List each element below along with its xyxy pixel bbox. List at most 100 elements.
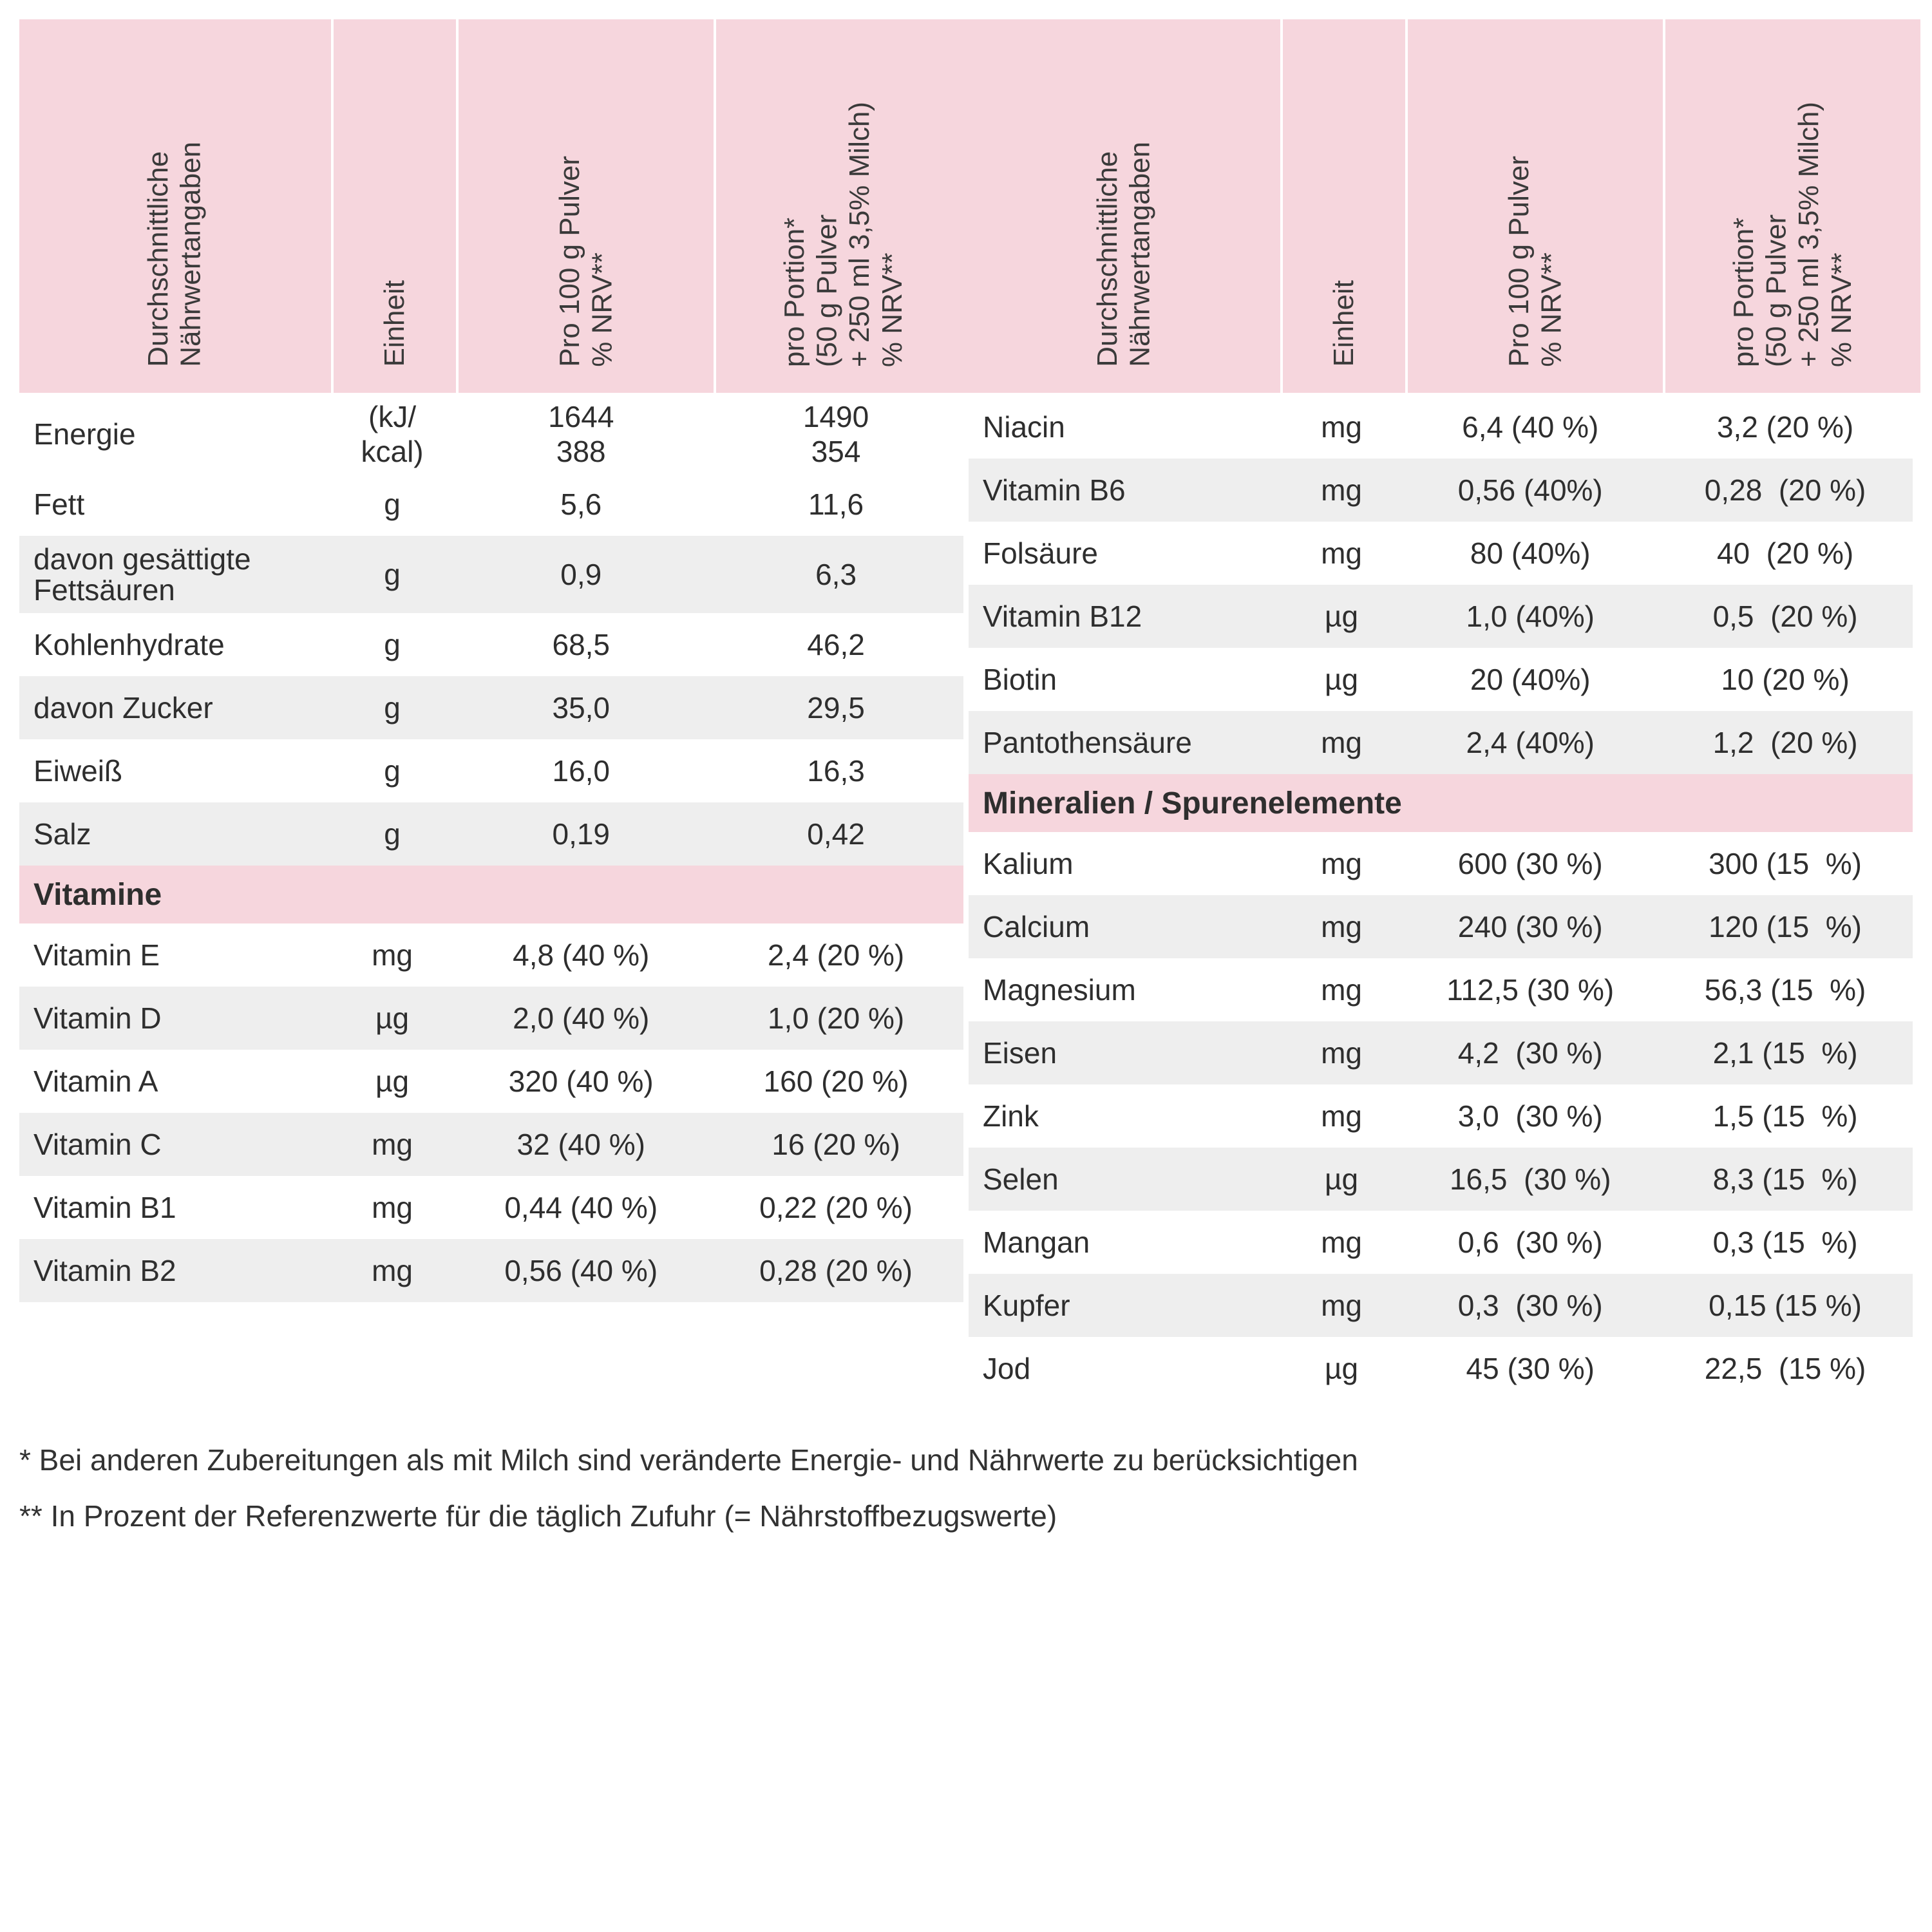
- value-per-portion: 2,4 (20 %): [708, 938, 963, 972]
- value-per-100g: 0,44 (40 %): [453, 1190, 708, 1225]
- nutrient-unit: µg: [1280, 599, 1403, 634]
- nutrient-unit: mg: [1280, 536, 1403, 571]
- table-row: Pantothensäuremg2,4 (40%)1,2 (20 %): [969, 711, 1913, 774]
- table-row: Fettg5,611,6: [19, 473, 963, 536]
- header-name: Durchschnittliche Nährwertangaben: [19, 19, 331, 393]
- nutrient-name: Vitamin C: [19, 1129, 331, 1160]
- value-per-portion: 0,22 (20 %): [708, 1190, 963, 1225]
- nutrient-unit: g: [331, 753, 454, 788]
- table-row: Folsäuremg80 (40%)40 (20 %): [969, 522, 1913, 585]
- right-panel: Durchschnittliche Nährwertangaben Einhei…: [969, 19, 1913, 1400]
- right-header: Durchschnittliche Nährwertangaben Einhei…: [969, 19, 1913, 393]
- right-rows2: Kaliummg600 (30 %)300 (15 %)Calciummg240…: [969, 832, 1913, 1400]
- value-per-100g: 16,0: [453, 753, 708, 788]
- nutrient-name: Vitamin A: [19, 1066, 331, 1097]
- nutrient-unit: g: [331, 627, 454, 662]
- table-row: Kohlenhydrateg68,546,2: [19, 613, 963, 676]
- value-per-100g: 0,56 (40 %): [453, 1253, 708, 1288]
- value-per-100g: 1644 388: [453, 399, 708, 469]
- table-row: Salzg0,190,42: [19, 802, 963, 866]
- value-per-portion: 1,5 (15 %): [1658, 1099, 1913, 1133]
- nutrient-name: Vitamin B6: [969, 475, 1280, 506]
- nutrient-name: Magnesium: [969, 974, 1280, 1005]
- nutrition-tables: Durchschnittliche Nährwertangaben Einhei…: [19, 19, 1913, 1400]
- header-perportion: pro Portion* (50 g Pulver + 250 ml 3,5% …: [716, 19, 971, 393]
- value-per-portion: 160 (20 %): [708, 1064, 963, 1099]
- table-row: Vitamin B6mg0,56 (40%)0,28 (20 %): [969, 459, 1913, 522]
- value-per-100g: 0,3 (30 %): [1403, 1288, 1658, 1323]
- value-per-100g: 4,2 (30 %): [1403, 1036, 1658, 1070]
- value-per-portion: 0,5 (20 %): [1658, 599, 1913, 634]
- table-row: Magnesiummg112,5 (30 %)56,3 (15 %): [969, 958, 1913, 1021]
- nutrient-unit: µg: [1280, 1351, 1403, 1386]
- left-rows2: Vitamin Emg4,8 (40 %)2,4 (20 %)Vitamin D…: [19, 923, 963, 1302]
- section-vitamine: Vitamine: [19, 866, 963, 923]
- value-per-portion: 0,28 (20 %): [1658, 473, 1913, 507]
- value-per-100g: 0,9: [453, 557, 708, 592]
- table-row: davon Zuckerg35,029,5: [19, 676, 963, 739]
- value-per-100g: 32 (40 %): [453, 1127, 708, 1162]
- nutrient-name: Zink: [969, 1101, 1280, 1132]
- value-per-portion: 40 (20 %): [1658, 536, 1913, 571]
- nutrient-name: Vitamin B2: [19, 1255, 331, 1286]
- nutrient-unit: mg: [331, 1127, 454, 1162]
- nutrient-unit: µg: [331, 1001, 454, 1036]
- value-per-100g: 0,56 (40%): [1403, 473, 1658, 507]
- nutrient-unit: mg: [331, 938, 454, 972]
- value-per-portion: 16,3: [708, 753, 963, 788]
- table-row: Eiweißg16,016,3: [19, 739, 963, 802]
- section-mineralien: Mineralien / Spurenelemente: [969, 774, 1913, 832]
- table-row: Manganmg0,6 (30 %)0,3 (15 %): [969, 1211, 1913, 1274]
- header-unit: Einheit: [1283, 19, 1406, 393]
- value-per-portion: 0,28 (20 %): [708, 1253, 963, 1288]
- nutrient-unit: µg: [331, 1064, 454, 1099]
- value-per-portion: 8,3 (15 %): [1658, 1162, 1913, 1197]
- value-per-portion: 11,6: [708, 487, 963, 522]
- table-row: Vitamin Aµg320 (40 %)160 (20 %): [19, 1050, 963, 1113]
- nutrient-name: Eiweiß: [19, 755, 331, 786]
- nutrient-name: Pantothensäure: [969, 727, 1280, 758]
- value-per-100g: 80 (40%): [1403, 536, 1658, 571]
- nutrient-unit: mg: [1280, 1036, 1403, 1070]
- value-per-portion: 10 (20 %): [1658, 662, 1913, 697]
- nutrient-unit: mg: [1280, 725, 1403, 760]
- nutrient-name: Jod: [969, 1353, 1280, 1384]
- footnote-1: * Bei anderen Zubereitungen als mit Milc…: [19, 1432, 1913, 1488]
- value-per-100g: 16,5 (30 %): [1403, 1162, 1658, 1197]
- right-rows: Niacinmg6,4 (40 %)3,2 (20 %)Vitamin B6mg…: [969, 395, 1913, 774]
- header-per100: Pro 100 g Pulver % NRV**: [459, 19, 714, 393]
- value-per-100g: 6,4 (40 %): [1403, 410, 1658, 444]
- value-per-100g: 320 (40 %): [453, 1064, 708, 1099]
- value-per-portion: 22,5 (15 %): [1658, 1351, 1913, 1386]
- nutrient-unit: mg: [1280, 473, 1403, 507]
- value-per-100g: 5,6: [453, 487, 708, 522]
- value-per-portion: 0,15 (15 %): [1658, 1288, 1913, 1323]
- value-per-portion: 300 (15 %): [1658, 846, 1913, 881]
- nutrient-name: Energie: [19, 419, 331, 450]
- value-per-100g: 3,0 (30 %): [1403, 1099, 1658, 1133]
- left-panel: Durchschnittliche Nährwertangaben Einhei…: [19, 19, 963, 1400]
- value-per-portion: 2,1 (15 %): [1658, 1036, 1913, 1070]
- header-perportion: pro Portion* (50 g Pulver + 250 ml 3,5% …: [1665, 19, 1920, 393]
- table-row: davon gesättigte Fettsäureng0,96,3: [19, 536, 963, 613]
- value-per-portion: 56,3 (15 %): [1658, 972, 1913, 1007]
- table-row: Vitamin Dµg2,0 (40 %)1,0 (20 %): [19, 987, 963, 1050]
- table-row: Vitamin B12µg1,0 (40%)0,5 (20 %): [969, 585, 1913, 648]
- nutrient-name: Kupfer: [969, 1290, 1280, 1321]
- nutrient-name: Kohlenhydrate: [19, 629, 331, 660]
- nutrient-name: Folsäure: [969, 538, 1280, 569]
- value-per-100g: 2,0 (40 %): [453, 1001, 708, 1036]
- value-per-100g: 600 (30 %): [1403, 846, 1658, 881]
- nutrient-unit: mg: [331, 1253, 454, 1288]
- nutrient-name: Niacin: [969, 412, 1280, 442]
- value-per-100g: 0,19: [453, 817, 708, 851]
- value-per-portion: 120 (15 %): [1658, 909, 1913, 944]
- nutrient-name: Eisen: [969, 1037, 1280, 1068]
- nutrient-name: Vitamin D: [19, 1003, 331, 1034]
- value-per-portion: 6,3: [708, 557, 963, 592]
- nutrient-name: Fett: [19, 489, 331, 520]
- value-per-100g: 4,8 (40 %): [453, 938, 708, 972]
- footnote-2: ** In Prozent der Referenzwerte für die …: [19, 1488, 1913, 1544]
- nutrient-unit: mg: [1280, 909, 1403, 944]
- nutrient-unit: mg: [1280, 1225, 1403, 1260]
